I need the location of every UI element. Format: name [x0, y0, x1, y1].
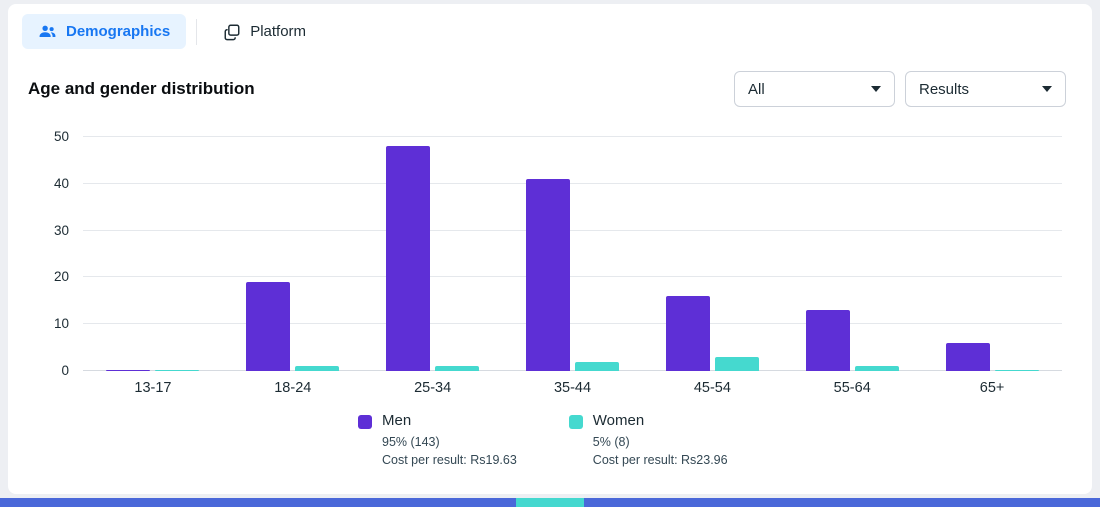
bar-group-35-44 — [503, 137, 643, 371]
breakdown-dropdown[interactable]: All — [734, 71, 895, 107]
chart-header: Age and gender distribution All Results — [8, 57, 1092, 107]
legend-text: Men 95% (143) Cost per result: Rs19.63 — [382, 412, 517, 469]
x-axis-label: 25-34 — [414, 380, 452, 396]
gridline — [83, 182, 1062, 184]
x-axis-label: 45-54 — [693, 380, 731, 396]
chevron-down-icon — [871, 86, 881, 92]
legend-cost-per-result: Cost per result: Rs19.63 — [382, 453, 517, 468]
legend-text: Women 5% (8) Cost per result: Rs23.96 — [593, 412, 728, 469]
legend-swatch — [358, 415, 372, 429]
tab-bar: Demographics Platform — [8, 4, 1092, 57]
y-axis-tick: 30 — [53, 222, 69, 238]
legend-share: 95% (143) — [382, 435, 440, 449]
y-axis: 0 10 20 30 40 50 — [28, 129, 83, 378]
breakdown-dropdown-value: All — [748, 80, 765, 98]
bar-women-18-24 — [295, 366, 340, 371]
x-axis-spacer — [28, 371, 83, 396]
bar-women-25-34 — [435, 366, 480, 371]
tab-divider — [196, 18, 198, 45]
y-axis-tick: 50 — [53, 129, 69, 144]
page-title: Age and gender distribution — [28, 79, 255, 98]
y-axis-tick: 40 — [53, 175, 69, 191]
bar-group-25-34 — [363, 137, 503, 371]
legend-item-women: Women 5% (8) Cost per result: Rs23.96 — [568, 412, 728, 469]
metric-dropdown-value: Results — [919, 80, 970, 98]
chevron-down-icon — [1042, 86, 1052, 92]
bar-group-18-24 — [223, 137, 363, 371]
legend-share: 5% (8) — [592, 435, 630, 449]
tab-demographics[interactable]: Demographics — [22, 14, 187, 49]
bottom-partial-bar-segment — [515, 498, 585, 507]
bar-group-45-54 — [642, 137, 782, 371]
x-axis: 13-17 18-24 25-34 35-44 45-54 55-64 65+ — [83, 371, 1062, 396]
x-axis-label: 13-17 — [134, 380, 172, 396]
bar-group-13-17 — [83, 137, 223, 371]
legend-series-name: Women — [592, 412, 645, 429]
bar-groups — [83, 137, 1062, 371]
tab-platform[interactable]: Platform — [207, 15, 322, 49]
bottom-partial-bar — [0, 498, 1100, 507]
y-axis-tick: 10 — [53, 316, 69, 332]
x-axis-label: 35-44 — [553, 380, 592, 396]
bar-women-35-44 — [575, 361, 619, 371]
legend-item-men: Men 95% (143) Cost per result: Rs19.63 — [358, 412, 517, 469]
gridline — [83, 370, 1062, 371]
x-axis-label: 55-64 — [833, 380, 871, 396]
legend-series-name: Men — [382, 412, 412, 429]
legend-cost-per-result: Cost per result: Rs23.96 — [592, 453, 728, 468]
y-axis-tick: 20 — [53, 269, 69, 285]
bar-men-55-64 — [805, 310, 850, 371]
chart-legend: Men 95% (143) Cost per result: Rs19.63 Wome… — [358, 412, 1092, 469]
gridline — [83, 323, 1062, 325]
bar-women-45-54 — [714, 356, 759, 371]
legend-swatch — [568, 415, 583, 429]
x-axis-label: 65+ — [979, 380, 1005, 396]
bar-men-65+ — [945, 342, 990, 371]
bar-group-55-64 — [782, 137, 922, 371]
bar-men-45-54 — [665, 296, 710, 371]
x-axis-label: 18-24 — [274, 380, 312, 396]
tab-label: Platform — [250, 23, 307, 40]
bar-men-13-17 — [106, 369, 151, 371]
bar-men-35-44 — [526, 179, 570, 371]
age-gender-chart: 0 10 20 30 40 50 13-17 18-24 25-34 35-44 45-54 55-… — [28, 129, 1062, 396]
bar-women-13-17 — [155, 369, 200, 371]
plot-area — [83, 136, 1062, 371]
bar-men-18-24 — [246, 282, 291, 371]
bar-men-25-34 — [386, 146, 431, 371]
gridline — [83, 229, 1062, 231]
demographics-panel: Demographics Platform Age and gender dis… — [8, 4, 1092, 494]
metric-dropdown[interactable]: Results — [905, 71, 1066, 107]
gridline — [83, 276, 1062, 278]
bar-women-55-64 — [854, 366, 899, 371]
people-icon — [38, 22, 57, 41]
gridline — [83, 136, 1062, 137]
platform-icon — [223, 23, 241, 41]
tab-label: Demographics — [66, 23, 171, 40]
y-axis-tick: 0 — [61, 363, 69, 378]
bar-women-65+ — [994, 369, 1039, 371]
filters: All Results — [734, 71, 1066, 107]
bar-group-65+ — [922, 137, 1062, 371]
